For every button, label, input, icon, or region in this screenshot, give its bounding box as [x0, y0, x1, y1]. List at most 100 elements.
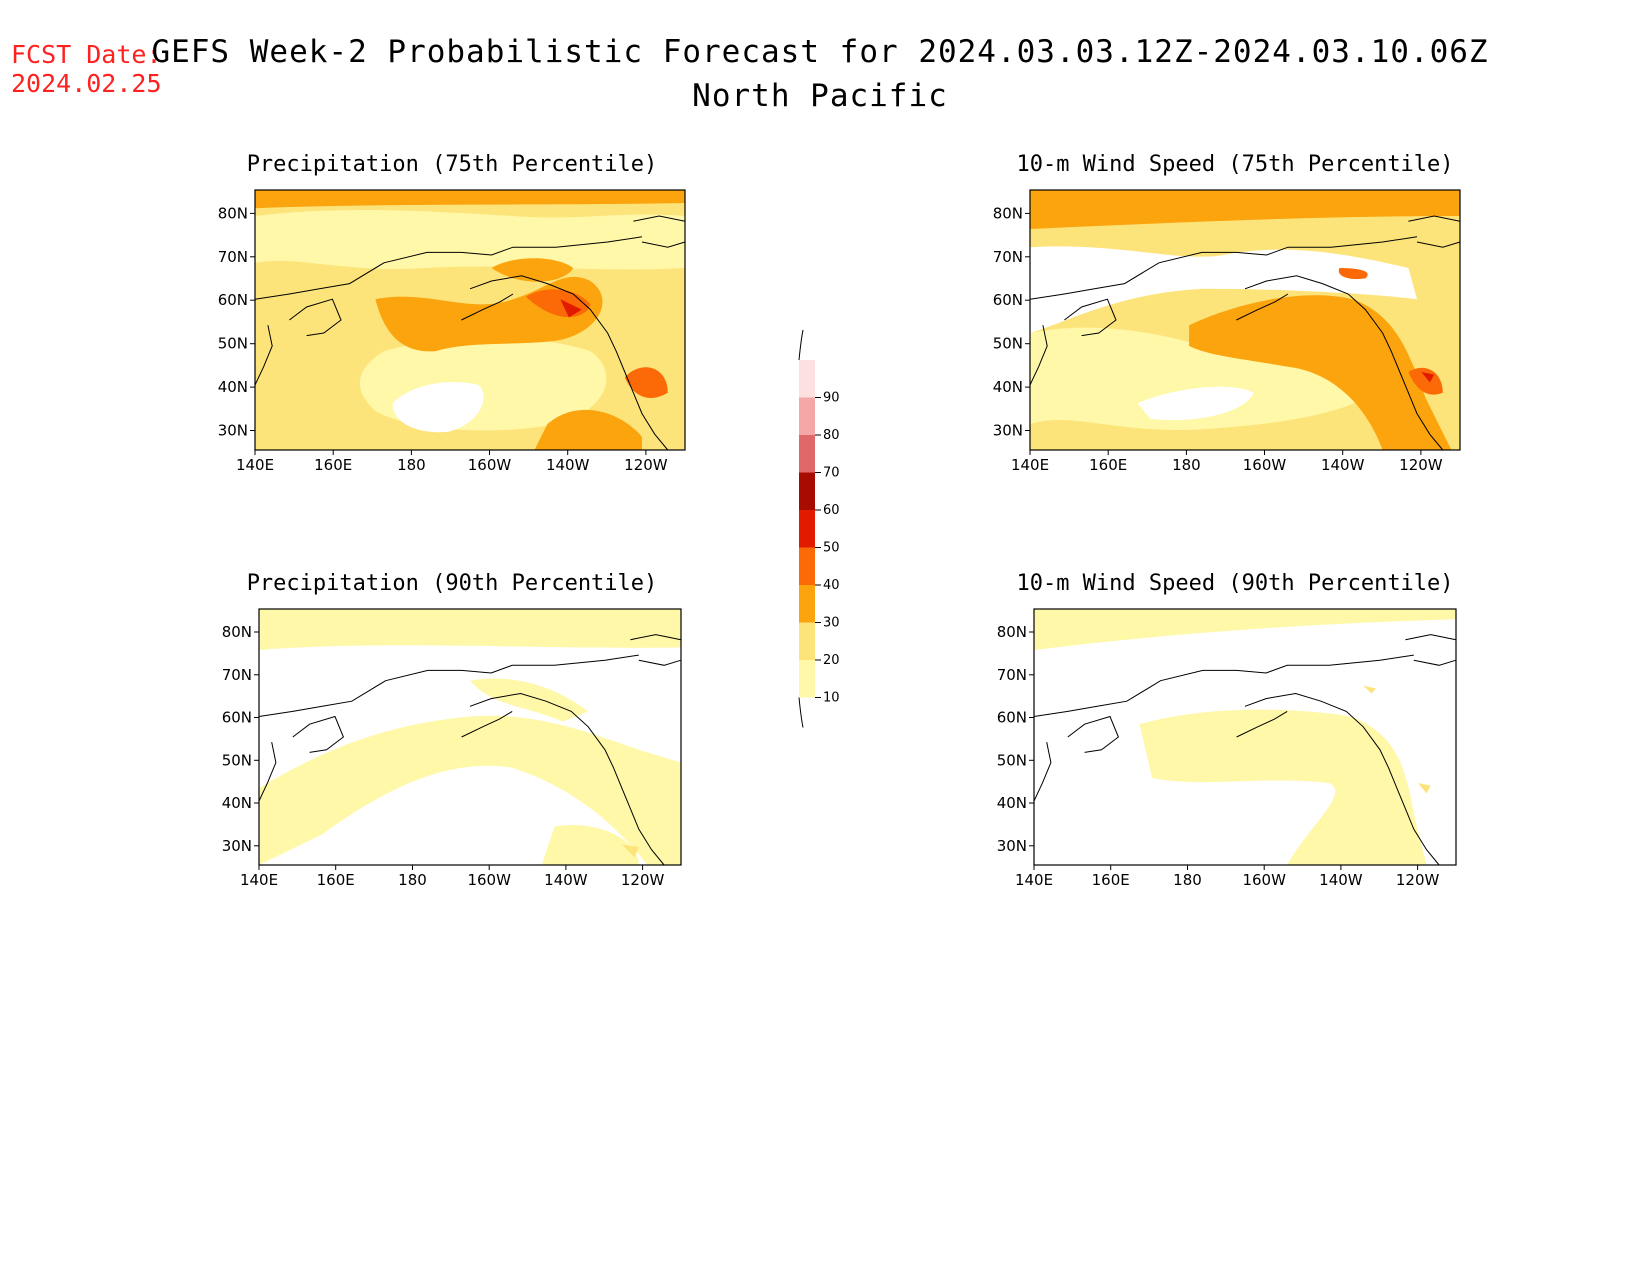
- colorbar-segment-30: [799, 585, 815, 623]
- map-wind-75: 140E 160E 180 160W 140W 120W 80N 70N 60N 50N 40N 30…: [993, 189, 1461, 474]
- forecast-date-label: FCST Date: 2024.02.25: [11, 40, 162, 98]
- lat-label: 70N: [997, 666, 1027, 684]
- shaded-region-3: [470, 678, 589, 722]
- coastline-2: [1064, 298, 1117, 337]
- map-plot-area: 140E 160E 180 160W 140W 120W 80N 70N 60N 50N 40N 30…: [993, 189, 1461, 474]
- coastline-4: [1236, 293, 1289, 321]
- lat-label: 80N: [222, 623, 252, 641]
- lon-label: 120W: [1396, 871, 1440, 889]
- coastline-0: [258, 654, 639, 717]
- lat-label: 30N: [218, 422, 248, 440]
- colorbar: 10 20 30 40 50 60 70 80 90: [798, 329, 840, 728]
- shaded-region-7: [560, 299, 582, 318]
- lat-label: 30N: [997, 837, 1027, 855]
- shaded-region-2: [259, 715, 681, 865]
- coastline-6: [641, 241, 686, 248]
- colorbar-segment-80: [799, 397, 815, 435]
- lat-label: 60N: [993, 291, 1023, 309]
- coastline-4: [461, 293, 514, 321]
- lat-label: 60N: [218, 291, 248, 309]
- lon-label: 120W: [624, 456, 668, 474]
- lat-label: 80N: [993, 204, 1023, 222]
- lon-label: 140E: [1011, 456, 1049, 474]
- colorbar-label-50: 50: [823, 541, 840, 556]
- shaded-region-1: [259, 609, 681, 650]
- lon-label: 180: [1173, 871, 1202, 889]
- colorbar-segment-20: [799, 622, 815, 660]
- coastline-1: [469, 692, 665, 866]
- coastline-group: [1029, 215, 1461, 451]
- colorbar-label-10: 10: [823, 691, 840, 706]
- colorbar-segment-40: [799, 547, 815, 585]
- lat-label: 60N: [997, 709, 1027, 727]
- map-precip-90: 140E 160E 180 160W 140W 120W 80N 70N 60N 50N 40N 30…: [222, 608, 682, 889]
- lon-label: 160E: [1092, 871, 1130, 889]
- coastline-4: [461, 710, 513, 738]
- coastline-0: [254, 236, 643, 300]
- coastline-1: [469, 275, 669, 451]
- shaded-region-1: [1034, 609, 1456, 650]
- colorbar-label-60: 60: [823, 503, 840, 518]
- coastline-6: [638, 659, 682, 666]
- shaded-region-6: [1408, 367, 1443, 395]
- lon-label: 160E: [317, 871, 355, 889]
- lat-label: 60N: [222, 709, 252, 727]
- lon-label: 140E: [1015, 871, 1053, 889]
- map-wind-90: 140E 160E 180 160W 140W 120W 80N 70N 60N 50N 40N 30…: [997, 608, 1457, 889]
- colorbar-segment-60: [799, 472, 815, 510]
- lat-label: 30N: [993, 422, 1023, 440]
- lat-label: 80N: [218, 204, 248, 222]
- colorbar-top-arrow: [798, 329, 804, 361]
- panel-title-precip-90: Precipitation (90th Percentile): [246, 571, 658, 596]
- map-frame: [254, 189, 686, 451]
- lat-label: 40N: [222, 794, 252, 812]
- colorbar-segment-50: [799, 510, 815, 548]
- lon-label: 160W: [1242, 871, 1286, 889]
- lat-label: 70N: [993, 248, 1023, 266]
- coastline-2: [292, 715, 345, 753]
- shaded-region-10: [624, 367, 668, 398]
- coastline-4: [1236, 710, 1288, 738]
- lon-label: 140W: [1321, 456, 1365, 474]
- shaded-region-7: [1338, 268, 1368, 280]
- shaded-region-2: [1139, 709, 1427, 865]
- lon-label: 140W: [544, 871, 588, 889]
- panel-title-wind-75: 10-m Wind Speed (75th Percentile): [1016, 152, 1454, 177]
- lon-label: 160W: [467, 871, 511, 889]
- shading-layer: [1030, 190, 1460, 450]
- lon-label: 160E: [314, 456, 352, 474]
- coastline-group: [1033, 634, 1457, 866]
- coastline-3: [254, 325, 273, 386]
- coastline-3: [1033, 741, 1052, 802]
- colorbar-segment-90: [799, 360, 815, 398]
- lon-label: 120W: [1399, 456, 1443, 474]
- shaded-region-3: [1363, 685, 1376, 694]
- colorbar-label-90: 90: [823, 391, 840, 406]
- map-precip-75: 140E 160E 180 160W 140W 120W 80N 70N 60N 50N 40N 30…: [218, 189, 686, 474]
- map-frame: [1033, 608, 1457, 866]
- colorbar-segment-10: [799, 660, 815, 698]
- fcst-date-value: 2024.02.25: [11, 69, 162, 98]
- map-frame: [1029, 189, 1461, 451]
- coastline-5: [630, 634, 682, 641]
- map-plot-area: 140E 160E 180 160W 140W 120W 80N 70N 60N 50N 40N 30…: [222, 608, 682, 889]
- colorbar-label-70: 70: [823, 466, 840, 481]
- coastline-group: [254, 215, 686, 451]
- shading-layer: [1034, 609, 1456, 865]
- shaded-region-4: [541, 824, 639, 865]
- colorbar-label-80: 80: [823, 428, 840, 443]
- lon-label: 160W: [468, 456, 512, 474]
- shaded-region-4: [1137, 386, 1254, 421]
- coastline-0: [1029, 236, 1418, 300]
- shaded-region-2: [1030, 246, 1417, 333]
- coastline-2: [289, 298, 342, 337]
- lon-label: 180: [397, 456, 426, 474]
- lat-label: 70N: [222, 666, 252, 684]
- lon-label: 180: [398, 871, 427, 889]
- shading-layer: [255, 190, 685, 450]
- colorbar-label-40: 40: [823, 578, 840, 593]
- lat-label: 80N: [997, 623, 1027, 641]
- fcst-date-caption: FCST Date:: [11, 40, 162, 69]
- lat-label: 70N: [218, 248, 248, 266]
- colorbar-label-20: 20: [823, 653, 840, 668]
